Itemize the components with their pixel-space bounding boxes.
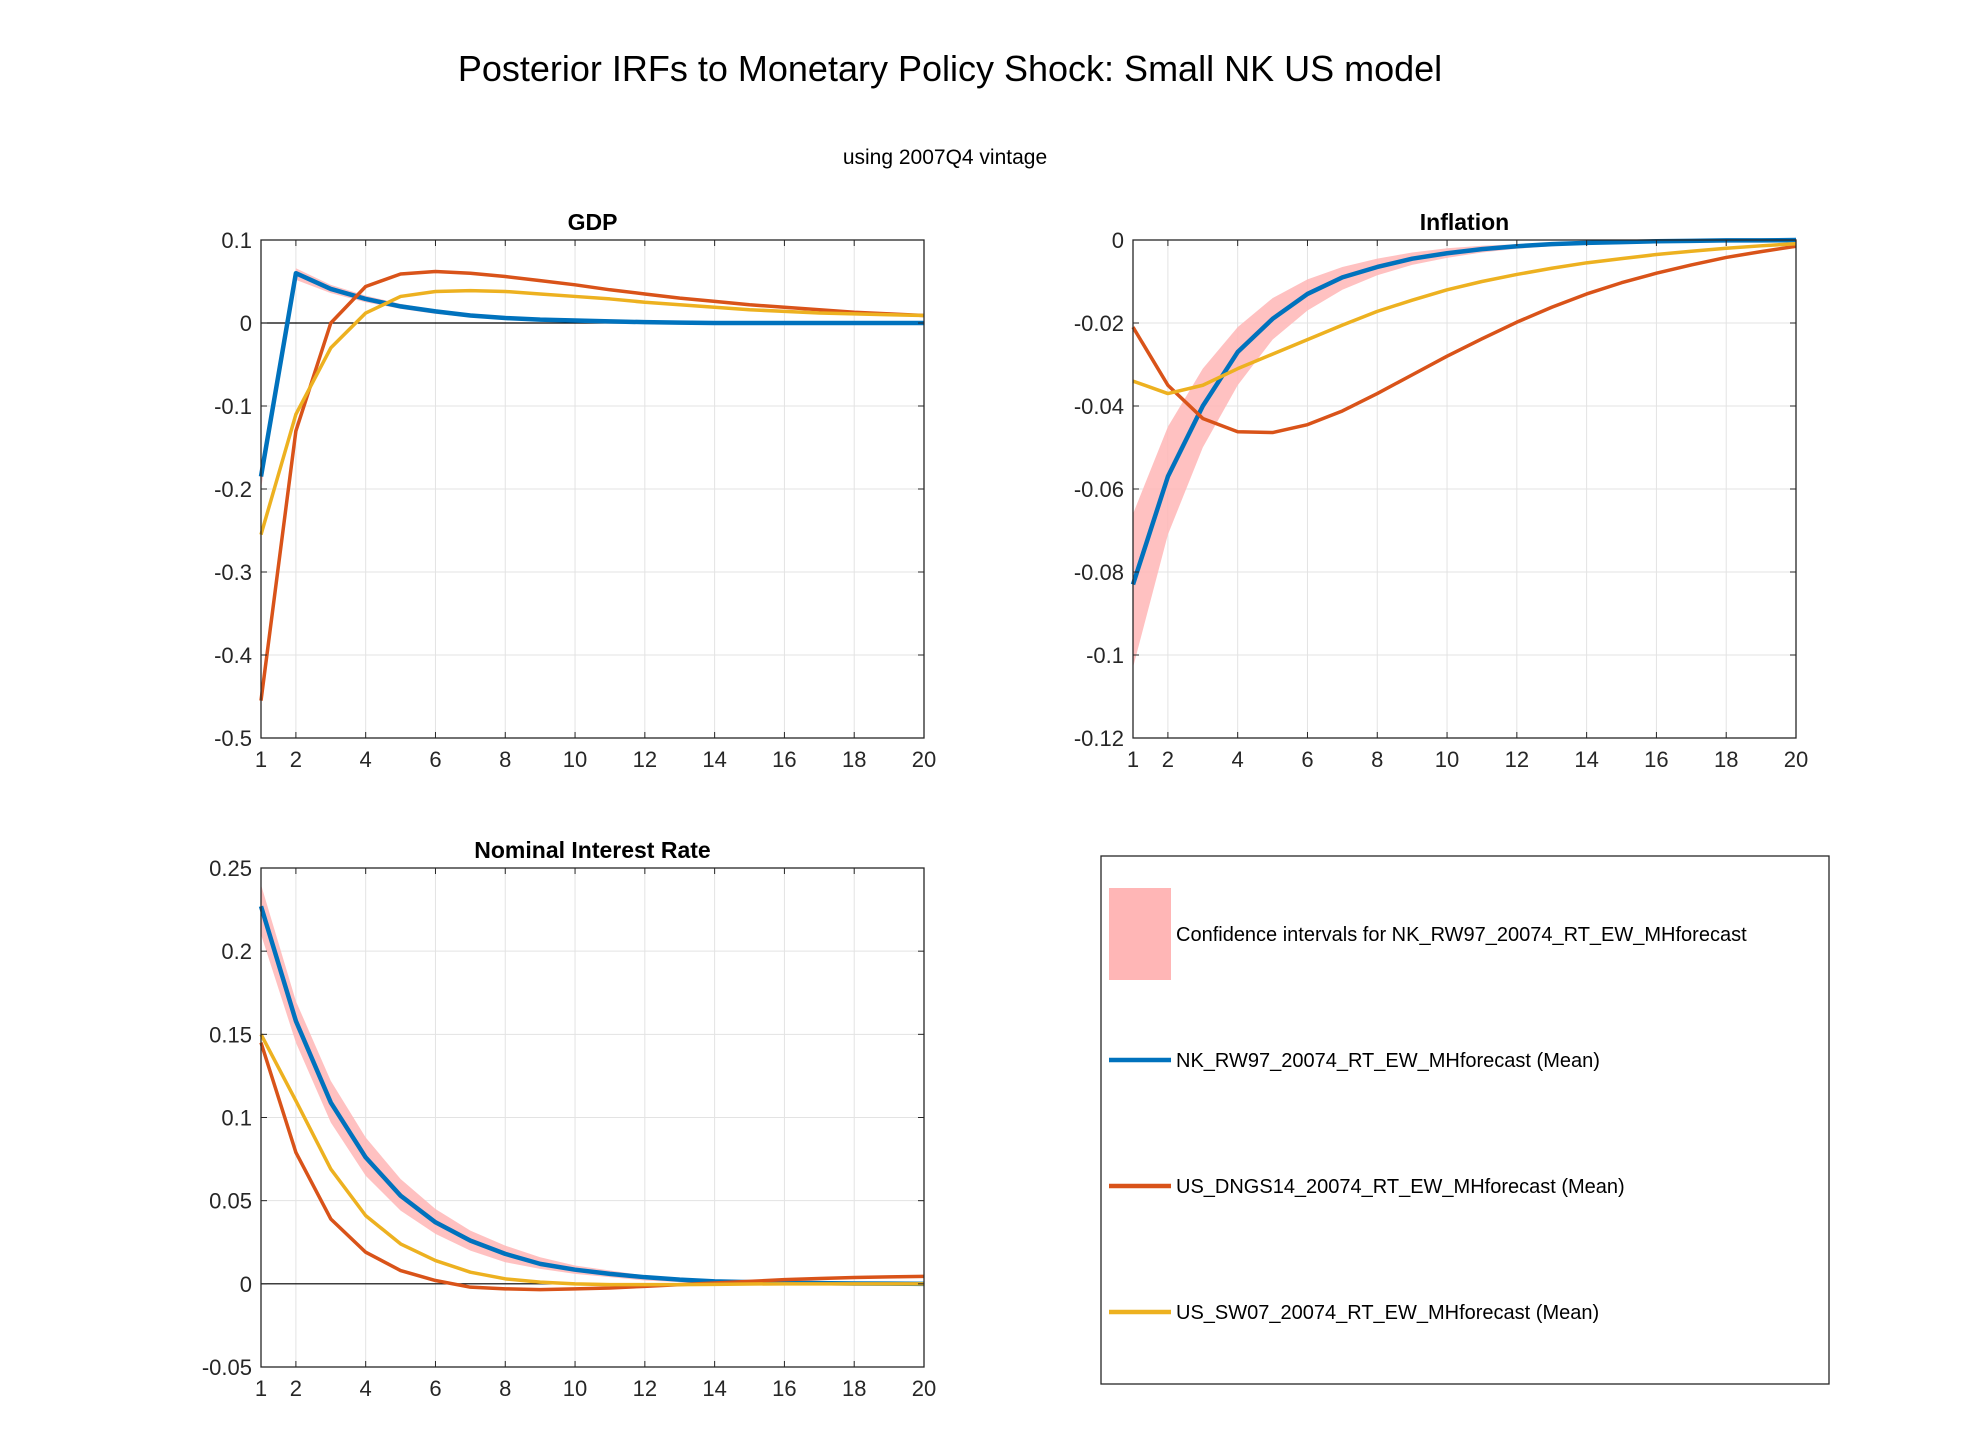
x-tick-label: 10 xyxy=(563,1376,587,1401)
y-tick-label: 0.1 xyxy=(221,228,252,253)
y-tick-label: -0.5 xyxy=(214,726,252,751)
y-tick-label: 0.25 xyxy=(209,856,252,881)
x-tick-label: 12 xyxy=(633,1376,657,1401)
confidence-band xyxy=(261,268,924,489)
x-tick-label: 20 xyxy=(912,1376,936,1401)
legend-label: Confidence intervals for NK_RW97_20074_R… xyxy=(1176,924,1747,946)
y-tick-label: -0.04 xyxy=(1074,394,1124,419)
x-tick-label: 10 xyxy=(1435,747,1459,772)
x-tick-label: 14 xyxy=(702,1376,726,1401)
y-tick-label: -0.1 xyxy=(1086,643,1124,668)
x-tick-label: 1 xyxy=(255,747,267,772)
legend-swatch-band xyxy=(1109,888,1171,980)
series-line-us-sw07-20074-rt-ew-mhforecast-mean xyxy=(1132,241,1797,396)
x-tick-label: 12 xyxy=(1505,747,1529,772)
series-line-us-sw07-20074-rt-ew-mhforecast-mean xyxy=(259,1033,924,1287)
figure-subtitle: using 2007Q4 vintage xyxy=(842,146,1048,169)
y-tick-label: -0.08 xyxy=(1074,560,1124,585)
y-tick-label: 0.1 xyxy=(221,1106,252,1131)
y-tick-label: -0.12 xyxy=(1074,726,1124,751)
x-tick-label: 6 xyxy=(1301,747,1313,772)
y-tick-label: 0.15 xyxy=(209,1022,252,1047)
chart-gdp: 1 2 4 6 8 10 12 14 16 18 20 -0.5 -0.4 -0.3 -0.2 -0.1 0 0.… xyxy=(214,209,936,772)
x-tick-label: 10 xyxy=(563,747,587,772)
series-line-us-dngs14-20074-rt-ew-mhforecast-mean xyxy=(1131,244,1797,435)
y-tick-label: -0.02 xyxy=(1074,311,1124,336)
y-tick-label: 0 xyxy=(240,1272,252,1297)
y-tick-label: -0.1 xyxy=(214,394,252,419)
x-tick-label: 2 xyxy=(290,1376,302,1401)
x-tick-label: 16 xyxy=(1644,747,1668,772)
y-tick-label: -0.3 xyxy=(214,560,252,585)
series-line-nk-rw97-20074-rt-ew-mhforecast-mean xyxy=(1130,237,1797,586)
y-tick-label: -0.05 xyxy=(202,1355,252,1380)
x-tick-label: 20 xyxy=(1784,747,1808,772)
x-tick-label: 18 xyxy=(842,747,866,772)
legend-box xyxy=(1100,855,1830,1385)
x-tick-label: 18 xyxy=(1714,747,1738,772)
chart-nominal-interest-rate: 1 2 4 6 8 10 12 14 16 18 20 -0.05 0 0.05 0.1 0.15 0.2 0.2… xyxy=(202,837,936,1401)
series-line-us-dngs14-20074-rt-ew-mhforecast-mean xyxy=(259,269,925,701)
series-line-nk-rw97-20074-rt-ew-mhforecast-mean xyxy=(258,270,924,477)
y-tick-label: 0.2 xyxy=(221,939,252,964)
legend: Confidence intervals for NK_RW97_20074_R… xyxy=(1100,855,1830,1385)
legend-label: US_SW07_20074_RT_EW_MHforecast (Mean) xyxy=(1176,1302,1599,1324)
x-tick-label: 2 xyxy=(1162,747,1174,772)
chart-inflation: 1 2 4 6 8 10 12 14 16 18 20 -0.12 -0.1 -0.08 -0.06 -0.0… xyxy=(1074,209,1808,772)
y-tick-label: -0.06 xyxy=(1074,477,1124,502)
x-tick-label: 4 xyxy=(360,747,372,772)
x-tick-label: 1 xyxy=(255,1376,267,1401)
x-tick-label: 20 xyxy=(912,747,936,772)
panel-title: Inflation xyxy=(1420,209,1509,235)
figure-title: Posterior IRFs to Monetary Policy Shock:… xyxy=(457,48,1443,89)
x-tick-label: 1 xyxy=(1127,747,1139,772)
y-tick-label: -0.4 xyxy=(214,643,252,668)
x-tick-label: 8 xyxy=(1371,747,1383,772)
x-tick-label: 16 xyxy=(772,1376,796,1401)
x-tick-label: 18 xyxy=(842,1376,866,1401)
series-line-us-sw07-20074-rt-ew-mhforecast-mean xyxy=(259,288,925,536)
x-tick-label: 8 xyxy=(499,1376,511,1401)
y-tick-label: 0 xyxy=(240,311,252,336)
y-tick-label: -0.2 xyxy=(214,477,252,502)
x-tick-label: 14 xyxy=(702,747,726,772)
y-tick-label: 0 xyxy=(1112,228,1124,253)
x-tick-label: 4 xyxy=(1232,747,1244,772)
x-tick-label: 12 xyxy=(633,747,657,772)
series-line-us-dngs14-20074-rt-ew-mhforecast-mean xyxy=(259,1042,925,1292)
y-tick-label: 0.05 xyxy=(209,1189,252,1214)
x-tick-label: 8 xyxy=(499,747,511,772)
x-tick-label: 4 xyxy=(360,1376,372,1401)
x-tick-label: 14 xyxy=(1574,747,1598,772)
x-tick-label: 6 xyxy=(429,747,441,772)
legend-label: NK_RW97_20074_RT_EW_MHforecast (Mean) xyxy=(1176,1050,1600,1072)
x-tick-label: 2 xyxy=(290,747,302,772)
legend-label: US_DNGS14_20074_RT_EW_MHforecast (Mean) xyxy=(1176,1176,1625,1198)
panel-title: GDP xyxy=(568,209,618,235)
panel-title: Nominal Interest Rate xyxy=(474,837,710,863)
x-tick-label: 6 xyxy=(429,1376,441,1401)
x-tick-label: 16 xyxy=(772,747,796,772)
